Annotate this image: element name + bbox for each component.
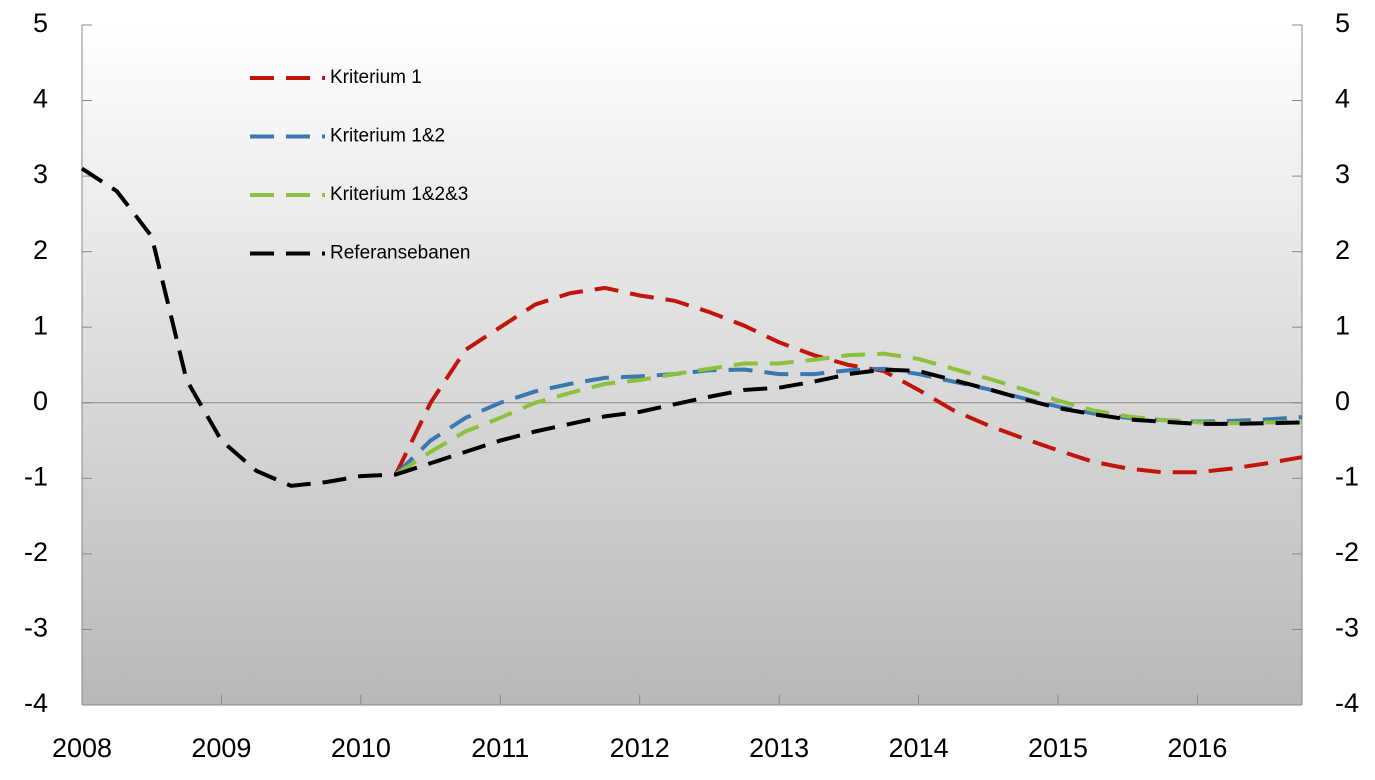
y2-tick-label: 5 [1335,8,1350,38]
x-tick-label: 2011 [471,733,529,763]
y-tick-label: -4 [24,688,48,718]
legend-label: Kriterium 1 [330,67,422,88]
y2-tick-label: -4 [1335,688,1359,718]
y2-tick-label: 3 [1335,159,1350,189]
x-tick-label: 2014 [889,733,949,763]
x-tick-label: 2008 [52,733,112,763]
y2-tick-label: -2 [1335,537,1359,567]
series-line [394,351,1303,477]
x-tick-label: 2010 [331,733,391,763]
x-tick-label: 2013 [749,733,809,763]
y2-tick-label: 1 [1335,310,1350,340]
y-tick-label: 5 [33,8,48,38]
y2-tick-label: 4 [1335,84,1350,114]
series-line [393,285,1303,476]
x-tick-label: 2009 [191,733,251,763]
y2-tick-label: 2 [1335,235,1350,265]
series-line [394,366,1303,476]
y2-tick-label: 0 [1335,386,1350,416]
legend-label: Referansebanen [330,243,471,264]
y2-tick-label: -3 [1335,613,1359,643]
y2-tick-label: -1 [1335,461,1359,491]
legend-label: Kriterium 1&2 [330,126,445,147]
series-line [80,166,1303,488]
legend-label: Kriterium 1&2&3 [330,184,468,205]
y-tick-label: 3 [33,159,48,189]
y-tick-label: 1 [33,310,48,340]
y-tick-label: 2 [33,235,48,265]
y-tick-label: 4 [33,84,48,114]
x-tick-label: 2016 [1167,733,1227,763]
y-tick-label: -2 [24,537,48,567]
y-tick-label: -3 [24,613,48,643]
x-tick-label: 2015 [1028,733,1088,763]
plot-area [82,25,1302,705]
y-tick-label: -1 [24,461,48,491]
y-tick-label: 0 [33,386,48,416]
x-tick-label: 2012 [610,733,670,763]
